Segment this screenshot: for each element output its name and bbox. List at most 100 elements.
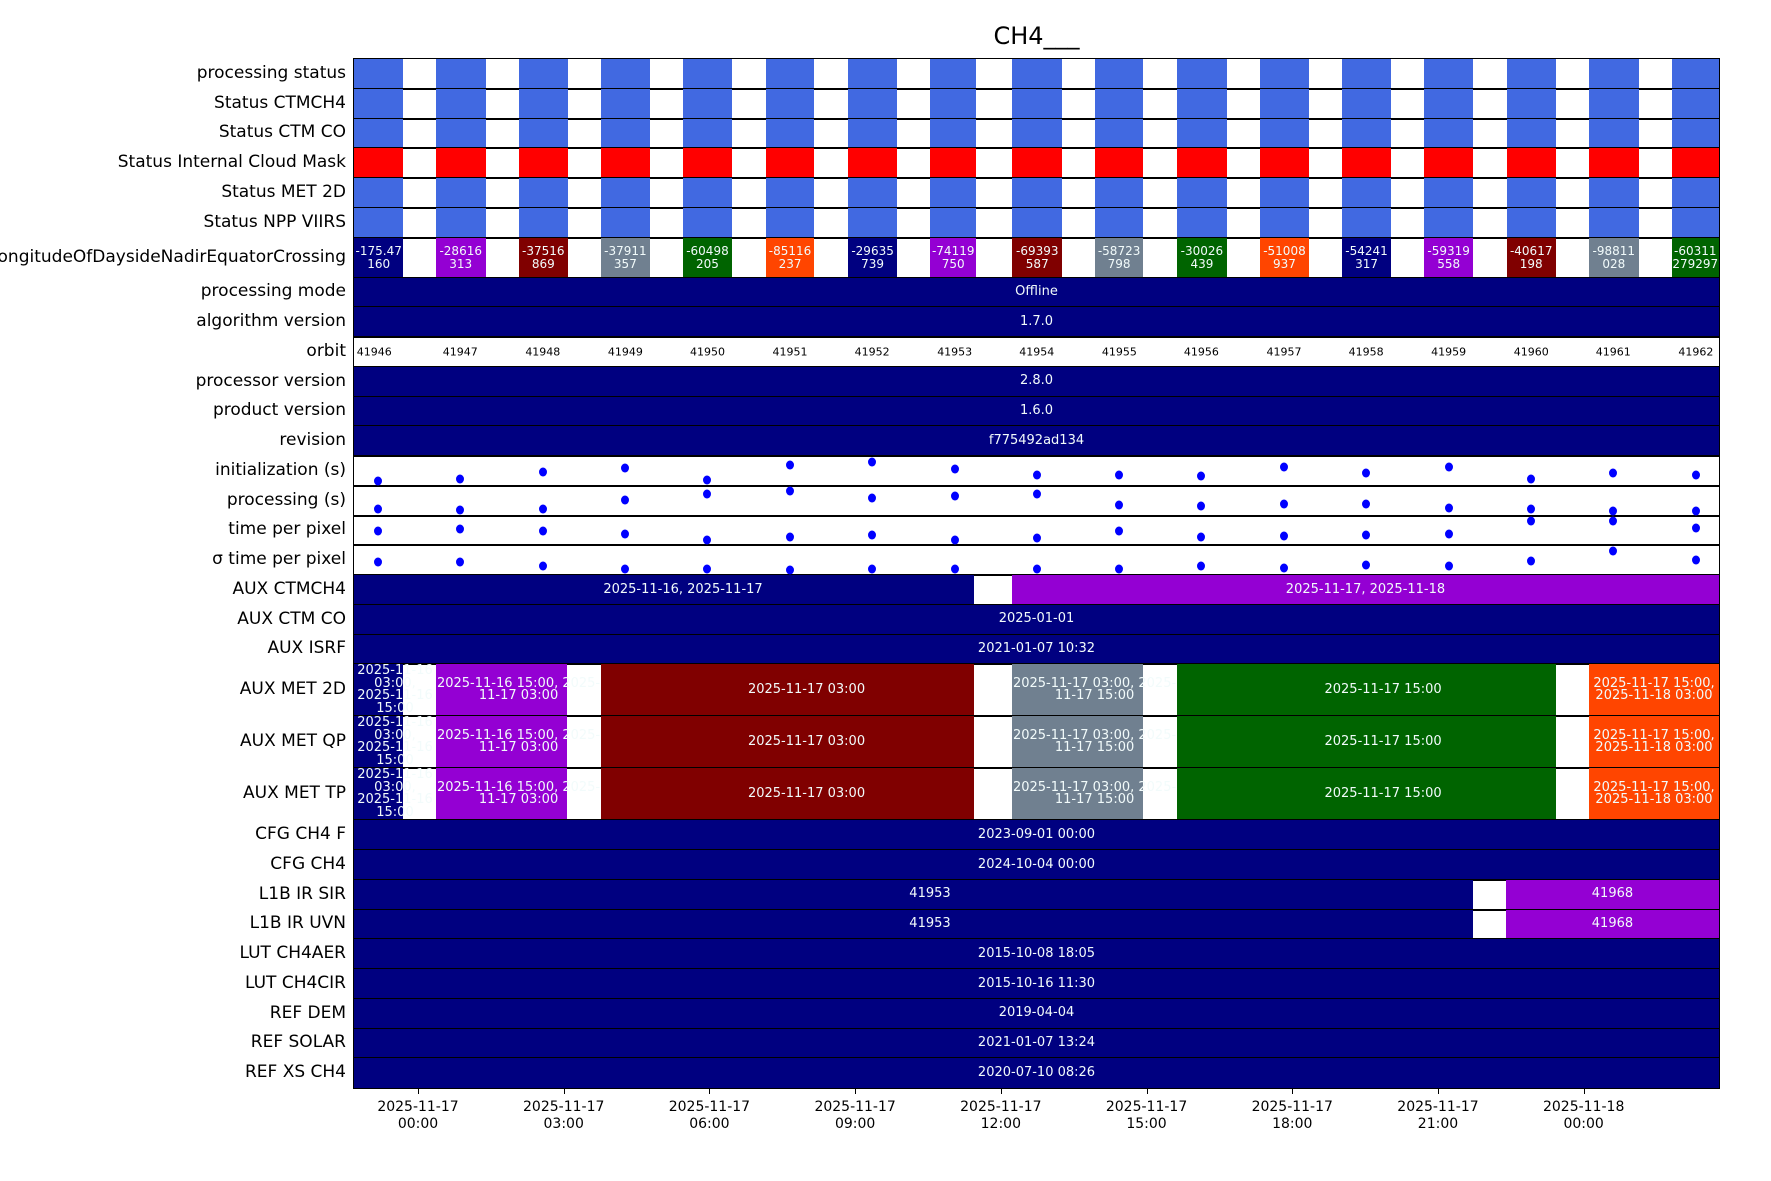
status-block (1671, 118, 1719, 149)
longitude-label: -28616313 (439, 243, 482, 271)
segment-label-box: 2025-11-17 15:00, 2025-11-18 03:00 (1589, 664, 1719, 716)
row-label: processing status (196, 62, 346, 83)
data-point (1527, 474, 1536, 484)
status-block (847, 88, 898, 119)
status-block (683, 178, 732, 208)
x-tick-label: 2025-11-17 21:00 (1397, 1099, 1479, 1132)
data-point (868, 457, 877, 467)
segment-label: 2025-11-17 03:00, 2025-11-17 15:00 (1012, 779, 1177, 808)
row-label: AUX CTMCH4 (232, 578, 346, 599)
segment-label: 2025-11-16 15:00, 2025-11-17 03:00 (436, 779, 601, 808)
bar-label: 2020-07-10 08:26 (977, 1064, 1096, 1080)
data-point (1609, 516, 1618, 526)
segment-label-box: 2025-11-16 03:00, 2025-11-16 15:00 (354, 716, 436, 768)
data-point (786, 460, 795, 470)
bar-label-box: 2020-07-10 08:26 (354, 1058, 1719, 1088)
segment-label: 2025-11-16 15:00, 2025-11-17 03:00 (436, 727, 601, 756)
x-tick (1000, 1088, 1002, 1094)
longitude-label: -37516869 (522, 243, 565, 271)
file-segment (1177, 716, 1556, 769)
status-block (683, 148, 732, 178)
bar-label: 2021-01-07 13:24 (977, 1035, 1096, 1051)
bar-label: 2024-10-04 00:00 (977, 856, 1096, 872)
bar-label: 2023-09-01 00:00 (977, 826, 1096, 842)
segment-label: 2025-11-17 15:00 (1324, 734, 1442, 749)
status-block (1177, 59, 1227, 89)
longitude-label-box: -58723798 (1095, 238, 1143, 278)
data-point (1362, 530, 1371, 539)
full-bar (354, 366, 1719, 397)
longitude-block (930, 237, 977, 278)
status-block (1424, 118, 1473, 149)
longitude-label-box: -59319558 (1424, 238, 1473, 278)
segment-label-box: 2025-11-17 15:00, 2025-11-18 03:00 (1589, 768, 1719, 820)
data-point (1197, 532, 1206, 542)
row-divider (354, 336, 1719, 338)
status-block (1506, 178, 1556, 208)
segment-label-box: 2025-11-17 03:00, 2025-11-17 15:00 (1012, 768, 1177, 820)
longitude-label: -51008937 (1263, 243, 1306, 271)
status-block (1259, 88, 1310, 119)
segment-label: 41953 (909, 886, 951, 902)
longitude-label-box: -40617198 (1507, 238, 1556, 278)
data-point (1609, 546, 1618, 556)
x-tick-label: 2025-11-17 09:00 (814, 1099, 896, 1132)
data-point (950, 464, 959, 474)
data-point (1444, 503, 1453, 513)
file-segment (435, 716, 568, 769)
x-tick (563, 1088, 565, 1094)
longitude-label-box: -60311279297 (1672, 238, 1719, 278)
status-block (435, 178, 486, 208)
data-point (1444, 462, 1453, 472)
status-block (518, 207, 569, 238)
status-block (683, 59, 732, 89)
status-block (518, 178, 569, 208)
status-block (1177, 207, 1227, 238)
longitude-label: -54241317 (1345, 243, 1388, 271)
status-block (601, 118, 650, 149)
full-bar (354, 426, 1719, 456)
status-block (1259, 59, 1310, 89)
x-tick (1292, 1088, 1294, 1094)
data-point (1527, 556, 1536, 566)
row-label: Status MET 2D (221, 181, 346, 202)
status-block (1095, 59, 1144, 89)
data-point (950, 564, 959, 574)
status-block (1589, 148, 1639, 178)
status-block (847, 59, 898, 89)
status-block (1424, 178, 1473, 208)
segment-label-box: 2025-11-17 15:00 (1177, 716, 1589, 768)
data-point (621, 529, 630, 539)
chart-title: CH4___ (993, 22, 1080, 50)
longitude-label: -74119750 (931, 243, 975, 271)
longitude-label-box: -175.47160 (354, 238, 403, 278)
data-point (456, 505, 465, 515)
longitude-label-box: -54241317 (1342, 238, 1392, 278)
status-block (930, 178, 977, 208)
bar-label-box: 2024-10-04 00:00 (354, 850, 1719, 880)
data-point (374, 476, 383, 486)
status-block (930, 88, 977, 119)
row-label: AUX MET TP (243, 783, 346, 804)
bar-label: 2.8.0 (1019, 373, 1054, 389)
longitude-block (1506, 237, 1556, 278)
bars-layer (354, 59, 1719, 1088)
longitude-block (1671, 237, 1719, 278)
status-block (930, 148, 977, 178)
status-block (765, 148, 815, 178)
status-block (930, 59, 977, 89)
status-block (518, 88, 569, 119)
longitude-label: -85116237 (768, 243, 812, 271)
status-block (354, 207, 404, 238)
status-block (1259, 118, 1310, 149)
segment-label: 41968 (1591, 916, 1634, 932)
orbit-label: 41950 (689, 345, 725, 359)
status-block (1671, 178, 1719, 208)
orbit-label: 41955 (1101, 345, 1137, 359)
longitude-block (601, 237, 650, 278)
file-segment (435, 664, 568, 717)
status-block (847, 178, 898, 208)
segment-label-box: 2025-11-16 15:00, 2025-11-17 03:00 (436, 768, 601, 820)
longitude-block (1095, 237, 1144, 278)
segment-label: 2025-11-17 03:00, 2025-11-17 15:00 (1012, 675, 1177, 704)
